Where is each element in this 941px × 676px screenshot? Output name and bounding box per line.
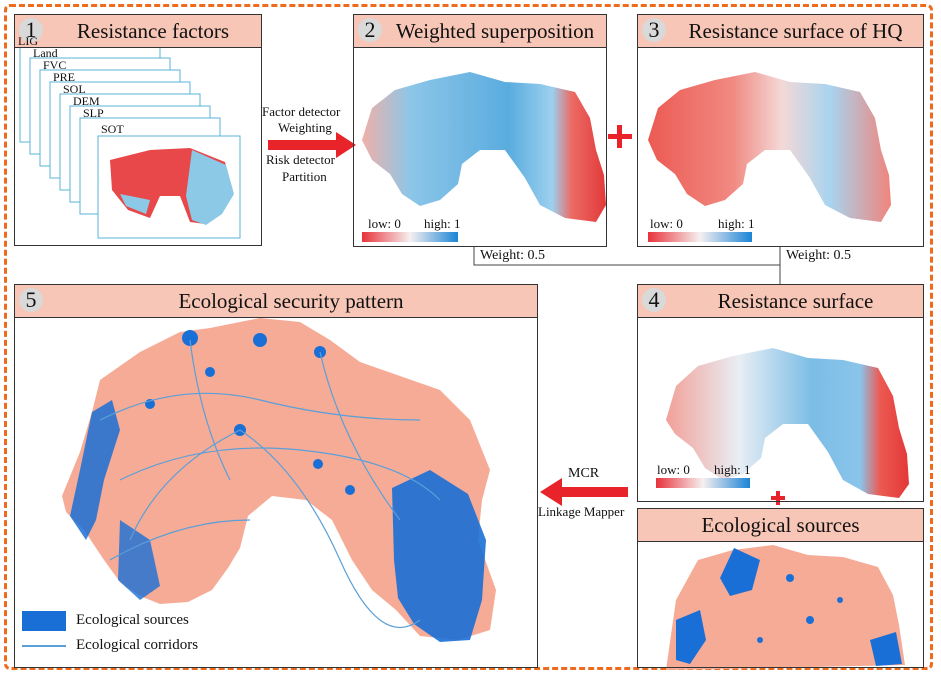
legend-high-p2: high: 1: [424, 216, 461, 231]
plus-signs: [608, 125, 785, 505]
legend-gradient-p4: [656, 478, 750, 488]
panel-title: Ecological security pattern: [178, 289, 404, 313]
panel-title: Ecological sources: [701, 513, 860, 537]
legend-label-sources: Ecological sources: [76, 612, 189, 628]
legend-source-swatch: [22, 611, 66, 631]
legend-gradient-p2: [362, 232, 458, 242]
arrow1-label-2: Weighting: [278, 120, 332, 135]
factor-label-slp: SLP: [83, 106, 104, 120]
panel-number: 2: [358, 18, 382, 42]
panel-header: 4 Resistance surface: [638, 285, 923, 318]
panel-title: Resistance surface of HQ: [688, 19, 903, 43]
panel-number: 1: [19, 18, 43, 42]
map-security-pattern: [62, 318, 496, 642]
factor-label-land: Land: [33, 46, 58, 60]
arrow1-label-1: Factor detector: [262, 104, 341, 119]
panel-title: Weighted superposition: [395, 19, 595, 43]
panel-resistance-surface: 4 Resistance surface: [637, 284, 924, 502]
panel-number: 3: [642, 18, 666, 42]
panel-resistance-factors: 1 Resistance factors: [14, 14, 262, 246]
map-weighted: [362, 72, 606, 222]
arrow2-label-2: Linkage Mapper: [538, 504, 625, 519]
panel-security-pattern: 5 Ecological security pattern: [14, 284, 538, 668]
outer-dashed-frame: [4, 4, 933, 670]
map-resistance: [666, 348, 909, 498]
factor-label-fvc: FVC: [43, 58, 67, 72]
arrow2-label-1: MCR: [568, 466, 600, 481]
panel-header: 3 Resistance surface of HQ: [638, 15, 923, 48]
panel-header: 5 Ecological security pattern: [15, 285, 537, 318]
panel-title: Resistance factors: [76, 19, 230, 43]
factor-label-dem: DEM: [73, 94, 100, 108]
legend-label-corridors: Ecological corridors: [76, 637, 199, 653]
panel-title: Resistance surface: [717, 289, 874, 313]
panel-weighted-superposition: 2 Weighted superposition: [353, 14, 607, 247]
weight-right: Weight: 0.5: [786, 248, 851, 263]
arrow1-label-3: Risk detector: [266, 152, 335, 167]
map-hq: [648, 72, 891, 222]
arrows: [268, 132, 628, 506]
factor-label-sot: SOT: [101, 122, 124, 136]
legend-low-p2: low: 0: [368, 216, 401, 231]
legend-high-p3: high: 1: [718, 216, 755, 231]
panel-header: 2 Weighted superposition: [354, 15, 606, 48]
legend-low-p3: low: 0: [650, 216, 683, 231]
weight-left: Weight: 0.5: [480, 248, 545, 263]
factor-label-pre: PRE: [53, 70, 76, 84]
legend-low-p4: low: 0: [657, 462, 690, 477]
map-sources: [666, 545, 905, 670]
panel-header: Ecological sources: [638, 509, 923, 542]
panel-number: 5: [19, 288, 43, 312]
factor-stack: [19, 45, 241, 239]
legend-gradient-p3: [648, 232, 752, 242]
factor-label-sol: SOL: [63, 82, 86, 96]
panel-header: 1 Resistance factors: [15, 15, 261, 48]
factor-label-lig: LIG: [18, 34, 38, 48]
panel-ecological-sources: Ecological sources: [637, 508, 924, 668]
arrow1-label-4: Partition: [282, 169, 327, 184]
panel-resistance-hq: 3 Resistance surface of HQ: [637, 14, 924, 247]
panel-number: 4: [642, 288, 666, 312]
legend-high-p4: high: 1: [714, 462, 751, 477]
